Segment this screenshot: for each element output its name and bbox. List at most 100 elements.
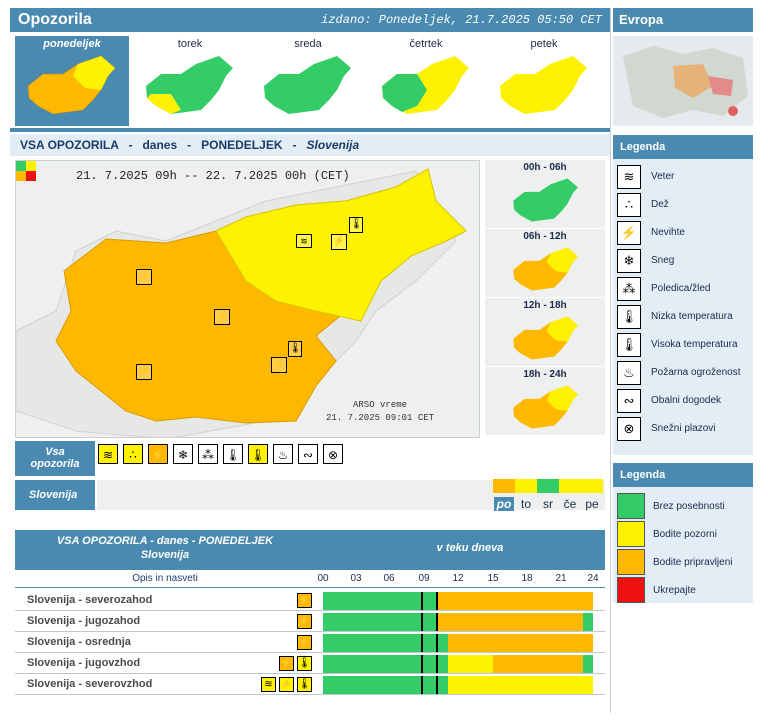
hour-panel-18-24[interactable]: 18h - 24h (485, 367, 605, 435)
timeline-bar (323, 592, 593, 610)
low-temperature-icon[interactable]: 🌡 (223, 444, 243, 464)
legend-item: ∴ Dež (617, 193, 751, 221)
thunderstorm-icon[interactable]: ⚡ (214, 309, 230, 325)
legend-types-panel: Legenda ≋ Veter ∴ Dež ⚡ Nevihte ❄ Sneg ⁂ Pole… (613, 135, 753, 455)
wind-icon[interactable]: ≋ (98, 444, 118, 464)
coastal-icon: ∾ (617, 389, 641, 413)
issued-timestamp: izdano: Ponedeljek, 21.7.2025 05:50 CET (321, 13, 602, 27)
thunderstorm-icon[interactable]: ⚡ (279, 656, 294, 671)
tab-cetrtek[interactable]: četrtek (369, 36, 483, 126)
legend-item: ∾ Obalni dogodek (617, 389, 751, 417)
table-row[interactable]: Slovenija - osrednja ⚡ (15, 633, 605, 653)
day-link-sr[interactable]: sr (543, 497, 553, 511)
table-row[interactable]: Slovenija - severovzhod ≋ ⚡ 🌡 (15, 675, 605, 695)
day-level-ce (559, 479, 581, 493)
thunderstorm-icon[interactable]: ⚡ (297, 593, 312, 608)
timeline-bar (323, 676, 593, 694)
opis-link[interactable]: Opis in nasveti (132, 573, 198, 584)
legend-item: ≋ Veter (617, 165, 751, 193)
thunderstorm-icon: ⚡ (617, 221, 641, 245)
day-link-po[interactable]: po (494, 497, 514, 511)
period-text: 21. 7.2025 09h -- 22. 7.2025 00h (CET) (76, 169, 350, 183)
hour-panel-12-18[interactable]: 12h - 18h (485, 298, 605, 366)
high-temperature-icon[interactable]: 🌡 (288, 341, 302, 357)
coastal-icon[interactable]: ∾ (298, 444, 318, 464)
table-header: VSA OPOZORILA - danes - PONEDELJEK Slove… (15, 530, 605, 570)
ice-icon: ⁂ (617, 277, 641, 301)
map-credit: ARSO vreme 21. 7.2025 09:01 CET (326, 400, 435, 423)
section-title: VSA OPOZORILA - danes - PONEDELJEK - Slo… (10, 134, 610, 156)
high-temperature-icon[interactable]: 🌡 (297, 656, 312, 671)
slovenia-thumbnail (27, 55, 116, 115)
wind-icon[interactable]: ≋ (296, 234, 312, 248)
region-name: Slovenija - osrednja (27, 636, 131, 648)
legend-title: Legenda (613, 135, 753, 159)
tab-label: četrtek (409, 38, 443, 50)
day-level-to (515, 479, 537, 493)
tab-torek[interactable]: torek (133, 36, 247, 126)
day-link-pe[interactable]: pe (585, 497, 599, 511)
rain-icon[interactable]: ∴ (123, 444, 143, 464)
tab-ponedeljek[interactable]: ponedeljek (15, 36, 129, 126)
color-swatch (617, 521, 645, 547)
high-temperature-icon[interactable]: 🌡 (248, 444, 268, 464)
tab-label: sreda (294, 38, 322, 50)
snow-icon: ❄ (617, 249, 641, 273)
table-row[interactable]: Slovenija - jugozahod ⚡ (15, 612, 605, 632)
slovenia-thumbnail (264, 56, 351, 114)
timeline-bar (323, 613, 593, 631)
table-subheader: Opis in nasveti 00 03 06 09 12 15 18 21 … (15, 572, 605, 588)
color-swatch (617, 549, 645, 575)
fire-icon[interactable]: ♨ (273, 444, 293, 464)
divider (610, 8, 611, 713)
day-level-po (493, 479, 515, 493)
high-temperature-icon[interactable]: 🌡 (349, 217, 363, 233)
legend-item: Brez posebnosti (617, 493, 751, 521)
ice-icon[interactable]: ⁂ (198, 444, 218, 464)
europe-title[interactable]: Evropa (613, 8, 753, 32)
legend-item: 🌡 Nizka temperatura (617, 305, 751, 333)
slovenia-warning-map[interactable]: 21. 7.2025 09h -- 22. 7.2025 00h (CET) A… (15, 160, 480, 438)
legend-item: ♨ Požarna ogroženost (617, 361, 751, 389)
region-name: Slovenija - severovzhod (27, 678, 153, 690)
thunderstorm-icon[interactable]: ⚡ (136, 269, 152, 285)
slovenia-thumbnail (500, 56, 587, 114)
tab-label: ponedeljek (43, 38, 101, 50)
high-temperature-icon[interactable]: 🌡 (297, 677, 312, 692)
day-link-ce[interactable]: če (563, 497, 577, 511)
tab-label: petek (530, 38, 558, 50)
thunderstorm-icon[interactable]: ⚡ (297, 635, 312, 650)
thunderstorm-icon[interactable]: ⚡ (297, 614, 312, 629)
legend-title: Legenda (613, 463, 753, 487)
hour-panel-06-12[interactable]: 06h - 12h (485, 229, 605, 297)
divider (10, 128, 610, 132)
wind-icon[interactable]: ≋ (261, 677, 276, 692)
slovenia-thumbnail (146, 56, 233, 114)
legend-item: Bodite pozorni (617, 521, 751, 549)
slovenia-thumbnail (513, 178, 578, 222)
legend-item: 🌡 Visoka temperatura (617, 333, 751, 361)
slovenia-thumbnail (513, 316, 578, 360)
table-row[interactable]: Slovenija - severozahod ⚡ (15, 591, 605, 611)
hour-label: 12h - 18h (523, 300, 567, 311)
color-swatch (617, 493, 645, 519)
thunderstorm-icon[interactable]: ⚡ (148, 444, 168, 464)
legend-item: ❄ Sneg (617, 249, 751, 277)
day-link-to[interactable]: to (520, 497, 531, 511)
snow-icon[interactable]: ❄ (173, 444, 193, 464)
day-level-pe (581, 479, 603, 493)
tab-petek[interactable]: petek (487, 36, 601, 126)
thunderstorm-icon[interactable]: ⚡ (279, 677, 294, 692)
legend-item: ⁂ Poledica/žled (617, 277, 751, 305)
hour-label: 06h - 12h (523, 231, 567, 242)
fire-icon: ♨ (617, 361, 641, 385)
tab-sreda[interactable]: sreda (251, 36, 365, 126)
thunderstorm-icon[interactable]: ⚡ (136, 364, 152, 380)
avalanche-icon[interactable]: ⊗ (323, 444, 343, 464)
europe-map[interactable] (613, 36, 753, 126)
thunderstorm-icon[interactable]: ⚡ (271, 357, 287, 373)
table-row[interactable]: Slovenija - jugovzhod ⚡ 🌡 (15, 654, 605, 674)
hour-panel-00-06[interactable]: 00h - 06h (485, 160, 605, 228)
color-swatch (617, 577, 645, 603)
thunderstorm-icon[interactable]: ⚡ (331, 234, 347, 250)
